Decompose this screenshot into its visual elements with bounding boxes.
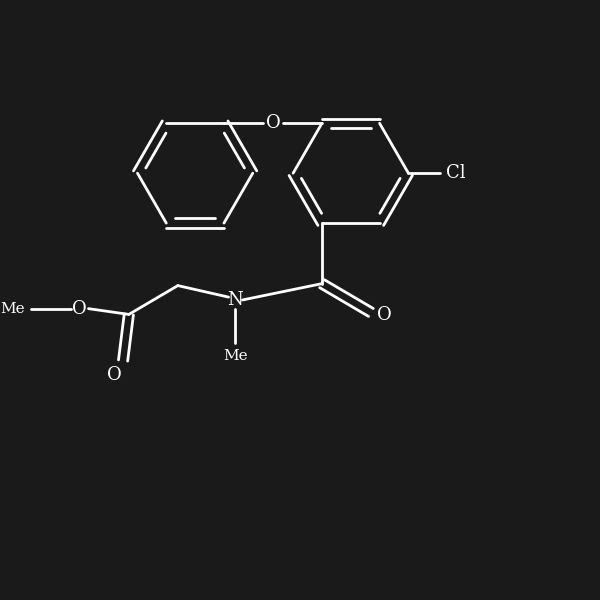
Text: N: N — [227, 291, 244, 309]
Text: O: O — [73, 299, 87, 317]
Text: O: O — [377, 307, 391, 325]
Text: Cl: Cl — [446, 164, 466, 182]
Text: Me: Me — [1, 302, 25, 316]
Text: O: O — [266, 114, 280, 132]
Text: O: O — [107, 366, 122, 384]
Text: Me: Me — [223, 349, 248, 363]
